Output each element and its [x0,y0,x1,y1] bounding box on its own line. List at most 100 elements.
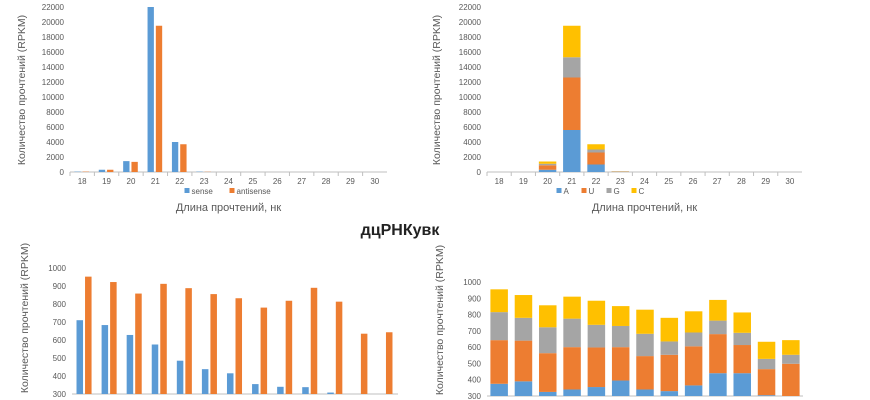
legend-label: C [639,187,645,196]
bar-G [587,324,606,348]
y-axis-label: Количество прочтений (RPKM) [16,15,28,165]
x-tick-label: 19 [519,177,528,186]
legend-swatch-A [556,188,562,193]
bar-A [490,383,508,396]
y-tick-label: 300 [468,392,482,400]
y-tick-label: 18000 [459,33,482,42]
bar-A [514,381,533,396]
bar-A [563,389,581,396]
bar-U [563,77,581,130]
bar-A [587,387,606,396]
bar-C [684,311,703,333]
bar-G [587,149,605,153]
bar-sense [76,320,84,394]
bar-antisense [310,287,318,394]
y-tick-label: 10000 [459,93,482,102]
bar-A [709,373,727,396]
bar-sense [147,7,154,172]
bar-C [538,161,557,164]
bar-C [757,341,776,359]
x-tick-label: 22 [592,177,601,186]
bar-C [490,289,508,313]
bar-antisense [210,294,217,394]
y-tick-label: 700 [53,318,67,327]
bar-G [684,332,703,347]
y-tick-label: 400 [468,376,482,385]
bar-C [539,305,557,328]
legend-label: antisense [237,187,272,196]
y-axis-label: Количество прочтений (RPKM) [19,243,31,393]
y-axis-label: Количество прочтений (RPKM) [434,245,446,395]
bar-antisense [335,301,343,394]
y-tick-label: 16000 [42,48,65,57]
bar-antisense [385,332,393,394]
x-tick-label: 27 [297,177,306,186]
x-tick-label: 24 [224,177,233,186]
legend-swatch-U [581,188,587,193]
x-tick-label: 23 [200,177,209,186]
chart-2: 0 2000 4000 6000 8000 10000 12000 14000 16000 180… [431,3,802,214]
bar-sense [101,325,109,394]
y-tick-label: 16000 [459,48,482,57]
y-tick-label: 22000 [459,3,482,12]
bar-antisense [285,300,293,394]
bar-sense [302,387,309,394]
bar-antisense [360,333,368,394]
bar-sense [201,369,209,394]
y-tick-label: 12000 [459,78,482,87]
bar-A [563,130,581,172]
chart-4: 300 400 500 600 700 800 900 1000 Количество проч… [434,245,803,400]
y-tick-label: 1000 [48,264,66,273]
x-tick-label: 29 [346,177,355,186]
legend-swatch-sense [184,188,190,193]
bar-sense [123,161,130,172]
y-tick-label: 8000 [46,108,64,117]
figure-title: дцРНКувк [360,222,440,239]
x-tick-label: 22 [175,177,184,186]
bar-G [563,318,581,348]
x-tick-label: 20 [543,177,552,186]
bar-C [733,312,751,333]
y-tick-label: 900 [468,294,482,303]
bar-C [709,299,727,321]
y-tick-label: 800 [53,300,67,309]
bar-U [538,165,557,170]
legend-label: sense [192,187,214,196]
bar-sense [171,142,179,172]
legend-swatch-G [606,188,612,193]
bar-antisense [85,276,92,394]
bar-antisense [235,298,243,394]
bar-A [733,373,751,396]
x-tick-label: 26 [689,177,698,186]
bar-A [538,169,557,172]
x-tick-label: 24 [640,177,649,186]
x-tick-label: 23 [616,177,625,186]
bar-sense [98,169,106,172]
x-tick-label: 18 [78,177,87,186]
bar-C [563,296,581,319]
y-tick-label: 300 [53,390,67,399]
bar-U [587,347,606,388]
bar-antisense [107,169,114,172]
bar-U [490,340,508,384]
y-tick-label: 4000 [46,138,64,147]
y-tick-label: 2000 [46,153,64,162]
bar-antisense [185,288,192,394]
legend-label: G [614,187,620,196]
y-tick-label: 600 [53,336,67,345]
bar-sense [277,386,284,394]
bar-C [611,306,630,326]
bar-sense [151,344,159,394]
legend-swatch-antisense [229,188,235,193]
bar-G [709,320,727,335]
bar-antisense [135,293,142,394]
bar-antisense [260,307,268,394]
bar-U [733,345,751,374]
bar-G [782,354,800,364]
x-axis-label: Длина прочтений, нк [176,202,282,214]
y-axis-label: Количество прочтений (RPKM) [431,15,443,165]
x-tick-label: 21 [151,177,160,186]
bar-A [611,380,630,396]
bar-U [782,363,800,396]
y-tick-label: 4000 [463,138,481,147]
